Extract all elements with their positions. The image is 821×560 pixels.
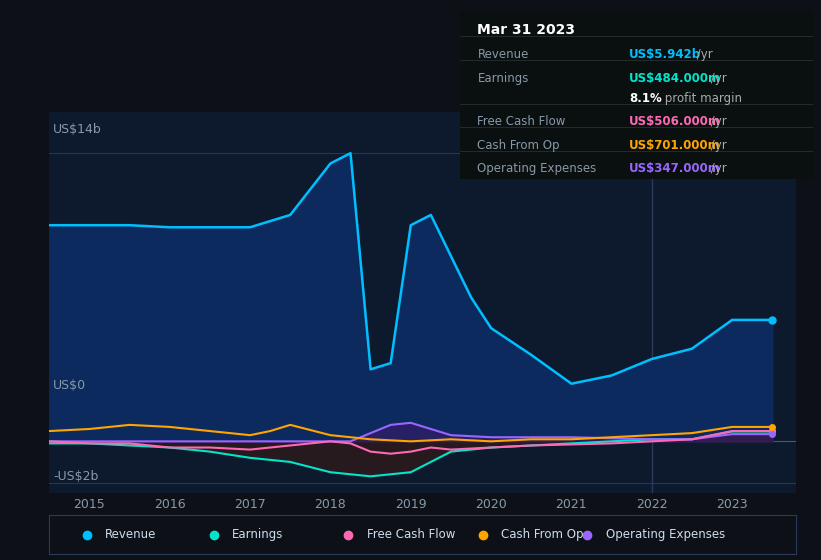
- Text: US$14b: US$14b: [53, 123, 102, 137]
- Text: Free Cash Flow: Free Cash Flow: [367, 528, 455, 542]
- Text: Earnings: Earnings: [478, 72, 529, 85]
- Text: Revenue: Revenue: [478, 48, 529, 61]
- Text: /yr: /yr: [707, 162, 727, 175]
- Text: Cash From Op: Cash From Op: [502, 528, 584, 542]
- Text: US$506.000m: US$506.000m: [629, 115, 721, 128]
- Text: Mar 31 2023: Mar 31 2023: [478, 23, 576, 37]
- Text: -US$2b: -US$2b: [53, 470, 99, 483]
- Text: US$701.000m: US$701.000m: [629, 139, 721, 152]
- Text: 8.1%: 8.1%: [629, 92, 662, 105]
- Text: /yr: /yr: [707, 72, 727, 85]
- Text: US$0: US$0: [53, 379, 86, 391]
- Text: profit margin: profit margin: [661, 92, 742, 105]
- Text: /yr: /yr: [707, 139, 727, 152]
- Text: Revenue: Revenue: [105, 528, 157, 542]
- Text: Operating Expenses: Operating Expenses: [606, 528, 725, 542]
- Text: Cash From Op: Cash From Op: [478, 139, 560, 152]
- Text: Operating Expenses: Operating Expenses: [478, 162, 597, 175]
- Text: /yr: /yr: [693, 48, 713, 61]
- Text: Earnings: Earnings: [232, 528, 284, 542]
- Text: US$347.000m: US$347.000m: [629, 162, 721, 175]
- Text: /yr: /yr: [707, 115, 727, 128]
- Text: US$5.942b: US$5.942b: [629, 48, 701, 61]
- Text: Free Cash Flow: Free Cash Flow: [478, 115, 566, 128]
- Text: US$484.000m: US$484.000m: [629, 72, 722, 85]
